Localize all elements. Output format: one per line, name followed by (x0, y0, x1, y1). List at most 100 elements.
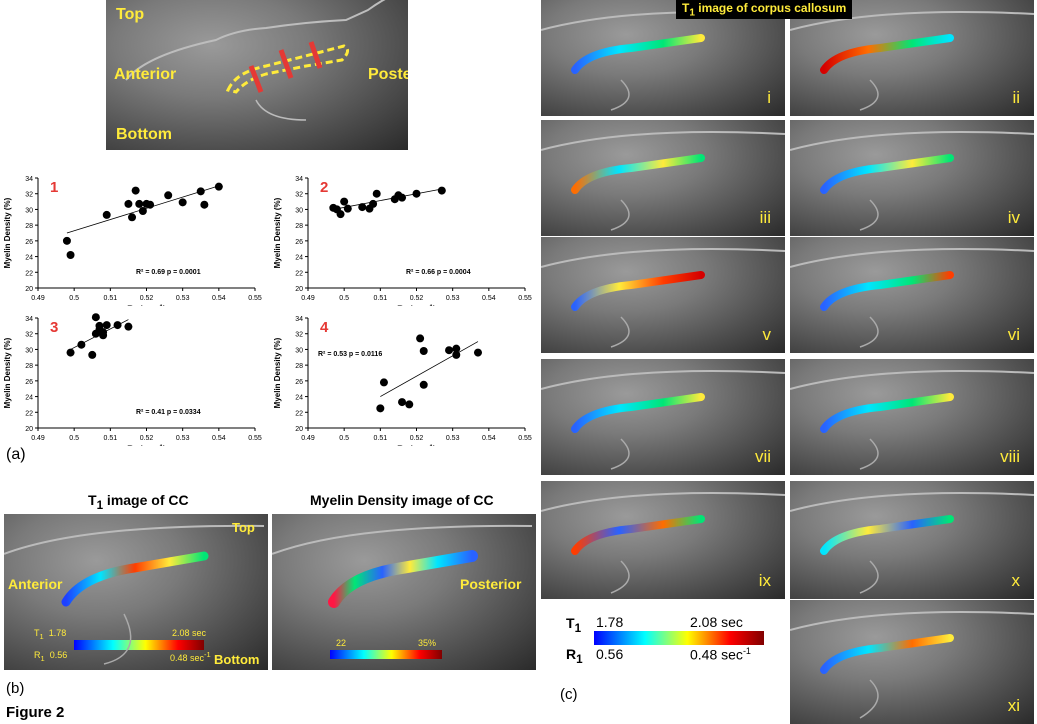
data-point (66, 348, 75, 357)
data-point (131, 186, 140, 195)
label-b-posterior: Posterior (460, 576, 522, 592)
cc-slice-8: viii (790, 359, 1034, 475)
x-tick-label: 0.49 (31, 435, 45, 442)
fit-line (333, 188, 442, 210)
y-tick-label: 30 (295, 347, 303, 354)
x-tick-label: 0.5 (69, 435, 79, 442)
x-tick-label: 0.51 (374, 295, 388, 302)
data-point (452, 350, 461, 359)
data-point (398, 398, 407, 407)
data-point (369, 199, 378, 208)
cc-slice-overlay (790, 611, 1034, 719)
data-point (405, 400, 414, 409)
data-point (419, 347, 428, 355)
data-point (124, 322, 133, 331)
panel-a-label: (a) (6, 446, 26, 463)
c-t1-label: T1 (566, 615, 582, 635)
figure-label: Figure 2 (6, 704, 65, 721)
x-tick-label: 0.52 (140, 435, 154, 442)
y-tick-label: 30 (295, 207, 303, 214)
data-point (340, 197, 349, 206)
c-t1-hi: 2.08 sec (690, 614, 743, 630)
data-point (412, 189, 421, 198)
data-point (214, 182, 223, 191)
stat-annotation: R² = 0.41 p = 0.0334 (136, 409, 201, 416)
data-point (398, 193, 407, 202)
data-point (102, 210, 111, 219)
x-axis-label: R1 (sec-1) (397, 444, 436, 446)
x-tick-label: 0.52 (140, 295, 154, 302)
slice-numeral: viii (1000, 447, 1020, 466)
label-posterior: Posterior (368, 66, 408, 83)
y-tick-label: 32 (25, 332, 33, 339)
data-point (379, 378, 388, 387)
panel-number: 1 (50, 179, 58, 196)
slice-numeral: i (767, 88, 771, 107)
x-tick-label: 0.54 (212, 295, 226, 302)
data-point (128, 213, 137, 222)
fit-line (380, 341, 479, 397)
y-tick-label: 20 (295, 286, 303, 293)
label-b-bottom: Bottom (214, 652, 260, 667)
cc-slice-11: xi (790, 600, 1034, 724)
y-tick-label: 24 (25, 255, 33, 262)
y-tick-label: 30 (25, 207, 33, 214)
data-point (113, 321, 122, 330)
b-r1-scale: R1 0.56 (34, 650, 68, 663)
data-point (146, 200, 155, 209)
data-point (445, 346, 454, 355)
cc-slice-10: x (790, 481, 1034, 599)
x-tick-label: 0.51 (374, 435, 388, 442)
c-colorbar (594, 631, 764, 645)
data-point (376, 404, 385, 413)
md-hi: 35% (418, 638, 437, 648)
x-tick-label: 0.55 (248, 435, 262, 442)
y-tick-label: 24 (295, 255, 303, 262)
y-axis-label: Myelin Density (%) (3, 337, 12, 408)
y-tick-label: 26 (25, 239, 33, 246)
y-tick-label: 34 (25, 316, 33, 323)
myelin-cc-title: Myelin Density image of CC (310, 492, 494, 508)
panel-c-label: (c) (560, 686, 578, 703)
cc-slice-3: iii (541, 120, 785, 236)
stat-annotation: R² = 0.69 p = 0.0001 (136, 269, 201, 276)
data-point (138, 207, 147, 215)
b-r1-hi: 0.48 sec-1 (170, 650, 211, 663)
panel-number: 2 (320, 179, 328, 196)
md-lo: 22 (336, 638, 347, 648)
data-point (416, 334, 425, 343)
cc-slice-9: ix (541, 481, 785, 599)
data-point (336, 210, 345, 219)
x-tick-label: 0.55 (518, 295, 532, 302)
x-tick-label: 0.55 (518, 435, 532, 442)
cc-slice-overlay (790, 131, 1034, 231)
data-point (178, 198, 187, 207)
t1-cc-title: T1 image of CC (88, 492, 189, 512)
label-anterior: Anterior (114, 66, 177, 83)
b-t1-hi: 2.08 sec (172, 628, 207, 638)
y-tick-label: 22 (295, 270, 303, 277)
cc-slice-6: vi (790, 237, 1034, 353)
c-r1-label: R1 (566, 646, 583, 666)
y-tick-label: 22 (295, 410, 303, 417)
y-tick-label: 20 (25, 426, 33, 433)
x-axis-label: R1 (sec-1) (127, 444, 166, 446)
y-tick-label: 26 (295, 379, 303, 386)
x-axis-label: R1 (sec-1) (127, 304, 166, 306)
x-tick-label: 0.52 (410, 295, 424, 302)
y-tick-label: 24 (295, 395, 303, 402)
label-bottom: Bottom (116, 126, 172, 143)
x-tick-label: 0.51 (104, 435, 118, 442)
cc-slice-overlay (541, 492, 785, 594)
slice-numeral: iii (759, 208, 771, 227)
c-r1-lo: 0.56 (596, 646, 624, 662)
t1-cc-image: Anterior Top Bottom T1 1.78 2.08 sec R1 … (4, 514, 268, 670)
x-tick-label: 0.52 (410, 435, 424, 442)
chart-1: 20 22 24 26 28 30 32 34 0.49 0.5 0.51 0.52 0.53 0.54 0… (3, 176, 262, 306)
y-tick-label: 20 (295, 426, 303, 433)
cc-slice-overlay (541, 370, 785, 470)
slice-numeral: x (1011, 571, 1021, 590)
panel-c-title: T1 image of corpus callosum (676, 0, 853, 20)
y-tick-label: 26 (25, 379, 33, 386)
y-tick-label: 32 (295, 192, 303, 199)
